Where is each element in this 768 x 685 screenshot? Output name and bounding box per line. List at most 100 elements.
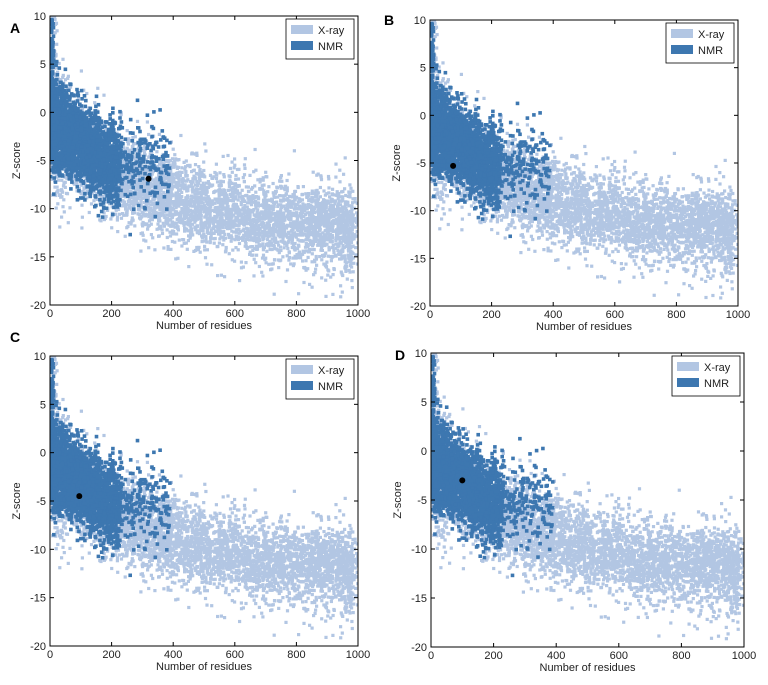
xray-point	[342, 216, 346, 220]
xray-point	[261, 242, 265, 246]
xray-point	[55, 65, 59, 70]
xray-point	[197, 203, 201, 207]
xray-point	[295, 221, 299, 225]
xray-point	[326, 273, 330, 277]
xray-point	[247, 208, 251, 212]
xray-point	[57, 178, 61, 182]
xray-point	[315, 198, 320, 202]
xray-point	[281, 255, 285, 259]
xray-point	[165, 235, 169, 240]
xray-point	[216, 274, 220, 278]
xray-point	[311, 224, 315, 229]
xray-point	[183, 211, 187, 216]
xray-point	[263, 201, 267, 205]
xray-point	[264, 207, 268, 211]
xray-point	[203, 239, 207, 243]
xray-point	[318, 185, 322, 190]
xray-point	[157, 187, 161, 191]
xray-point	[155, 204, 159, 209]
xray-point	[184, 204, 188, 208]
xray-point	[343, 156, 347, 160]
xray-point	[173, 240, 177, 244]
xray-point	[171, 194, 175, 198]
xray-point	[262, 206, 266, 210]
xray-point	[116, 230, 120, 234]
xray-point	[349, 186, 353, 190]
xray-point	[306, 195, 310, 199]
xray-point	[98, 187, 102, 191]
xray-point	[221, 243, 225, 247]
xray-point	[219, 214, 224, 218]
xray-point	[329, 203, 333, 207]
xray-point	[283, 232, 288, 236]
xray-point	[314, 223, 318, 227]
xray-point	[274, 227, 278, 231]
xray-point	[162, 246, 166, 250]
xray-point	[303, 205, 307, 209]
xray-point	[205, 216, 210, 220]
xray-point	[292, 213, 296, 217]
xray-point	[194, 188, 198, 193]
xray-point	[293, 197, 297, 201]
xray-point	[202, 168, 206, 173]
xray-point	[166, 247, 170, 251]
xray-point	[200, 236, 204, 240]
xray-point	[146, 169, 150, 173]
xray-point	[338, 257, 342, 261]
xray-point	[212, 175, 216, 179]
xray-point	[61, 184, 66, 188]
xray-point	[61, 190, 65, 194]
xray-point	[205, 229, 209, 233]
xray-point	[271, 191, 275, 195]
xray-point	[242, 229, 246, 233]
xray-point	[202, 221, 206, 225]
xray-point	[255, 219, 259, 223]
xray-point	[175, 176, 179, 180]
xray-point	[199, 196, 203, 200]
xray-point	[262, 183, 266, 187]
xray-point	[279, 174, 283, 178]
xray-point	[295, 253, 299, 257]
xray-point	[334, 246, 338, 250]
xray-point	[351, 251, 355, 256]
xray-point	[220, 217, 224, 221]
xray-point	[345, 216, 349, 220]
xray-point	[212, 224, 216, 228]
xray-point	[288, 210, 292, 214]
xray-point	[335, 229, 339, 233]
xray-point	[56, 202, 60, 206]
xray-point	[167, 201, 171, 205]
xray-point	[302, 220, 307, 225]
xray-point	[281, 237, 285, 241]
xray-point	[319, 246, 324, 250]
xray-point	[338, 228, 342, 232]
xray-point	[338, 199, 342, 203]
xray-point	[155, 164, 159, 168]
xray-point	[205, 240, 209, 244]
xray-point	[279, 216, 283, 220]
xray-point	[343, 254, 347, 258]
xray-point	[322, 189, 326, 193]
xray-point	[61, 57, 65, 61]
xray-point	[236, 192, 240, 196]
xray-point	[131, 211, 135, 215]
xray-point	[324, 265, 329, 269]
xray-point	[207, 219, 211, 223]
xray-point	[237, 235, 241, 239]
xray-point	[310, 248, 314, 252]
xray-point	[162, 206, 167, 210]
xray-point	[291, 264, 295, 268]
xray-point	[350, 286, 354, 290]
xray-point	[146, 202, 150, 206]
xray-point	[107, 202, 112, 206]
xray-point	[166, 213, 170, 217]
xray-point	[356, 223, 358, 227]
xray-point	[196, 191, 201, 195]
xray-point	[314, 230, 318, 234]
xray-point	[335, 190, 339, 194]
xray-point	[156, 195, 160, 199]
xray-point	[154, 181, 158, 185]
xray-point	[349, 240, 354, 244]
xray-point	[335, 193, 339, 197]
